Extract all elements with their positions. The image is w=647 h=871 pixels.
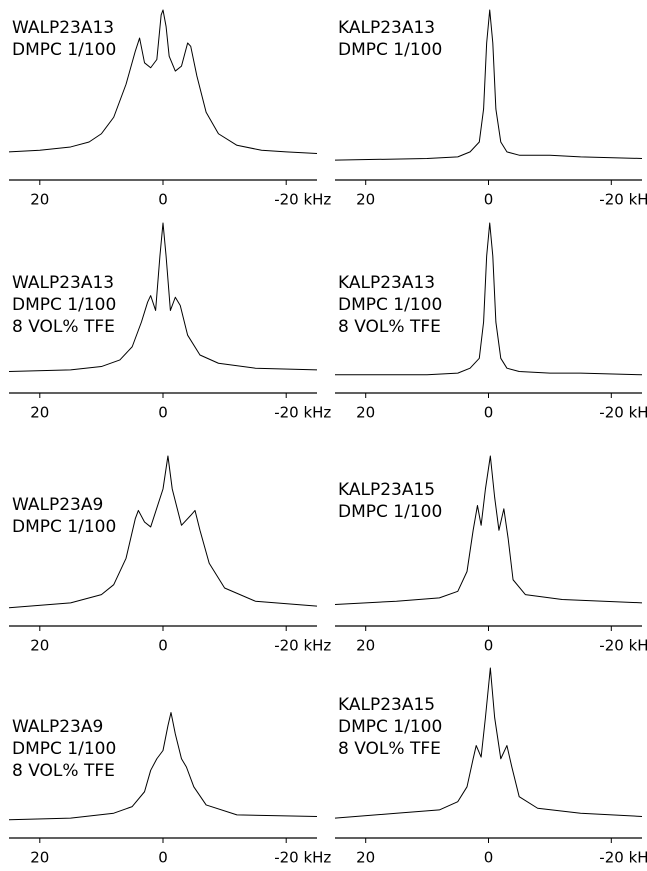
- x-tick-label: 20: [30, 191, 49, 209]
- x-tick-label: -20 kHz: [599, 849, 647, 867]
- x-tick-label: -20 kHz: [599, 637, 647, 655]
- annotation: DMPC 1/100: [338, 717, 442, 737]
- annotation: DMPC 1/100: [12, 40, 116, 60]
- spectrum-line: [8, 9, 318, 155]
- x-tick-label: 0: [158, 404, 168, 422]
- x-tick-label: 20: [356, 849, 375, 867]
- annotation: DMPC 1/100: [12, 517, 116, 537]
- x-tick-label: -20 kHz: [274, 849, 331, 867]
- x-tick-label: 0: [484, 191, 494, 209]
- x-tick-label: 0: [484, 404, 494, 422]
- annotation: DMPC 1/100: [338, 295, 442, 315]
- x-tick-label: 20: [30, 849, 49, 867]
- annotation: WALP23A13: [12, 18, 114, 38]
- spectrum-line: [8, 712, 318, 821]
- annotation: DMPC 1/100: [338, 502, 442, 522]
- x-tick-label: -20 kHz: [274, 404, 331, 422]
- x-tick-label: 0: [484, 637, 494, 655]
- annotation: 8 VOL% TFE: [12, 761, 115, 781]
- x-tick-label: 0: [158, 191, 168, 209]
- annotation: KALP23A15: [338, 695, 435, 715]
- annotation: KALP23A13: [338, 273, 435, 293]
- annotation: DMPC 1/100: [338, 40, 442, 60]
- x-tick-label: -20 kHz: [274, 637, 331, 655]
- annotation: 8 VOL% TFE: [338, 317, 441, 337]
- spectrum-line: [334, 9, 643, 161]
- x-tick-label: 20: [30, 404, 49, 422]
- x-tick-label: 0: [158, 849, 168, 867]
- annotation: KALP23A15: [338, 480, 435, 500]
- spectrum-line: [8, 455, 318, 609]
- annotation: DMPC 1/100: [12, 739, 116, 759]
- annotation: WALP23A9: [12, 495, 103, 515]
- annotation: WALP23A9: [12, 717, 103, 737]
- x-tick-label: -20 kHz: [599, 191, 647, 209]
- spectrum-line: [8, 222, 318, 372]
- x-tick-label: 20: [30, 637, 49, 655]
- x-tick-label: -20 kHz: [599, 404, 647, 422]
- x-tick-label: 20: [356, 637, 375, 655]
- annotation: 8 VOL% TFE: [12, 317, 115, 337]
- annotation: KALP23A13: [338, 18, 435, 38]
- x-tick-label: 20: [356, 191, 375, 209]
- spectrum-line: [334, 667, 643, 819]
- annotation: WALP23A13: [12, 273, 114, 293]
- spectrum-line: [334, 455, 643, 605]
- x-tick-label: 0: [484, 849, 494, 867]
- x-tick-label: 20: [356, 404, 375, 422]
- annotation: DMPC 1/100: [12, 295, 116, 315]
- x-tick-label: 0: [158, 637, 168, 655]
- spectrum-line: [335, 222, 643, 376]
- x-tick-label: -20 kHz: [274, 191, 331, 209]
- annotation: 8 VOL% TFE: [338, 739, 441, 759]
